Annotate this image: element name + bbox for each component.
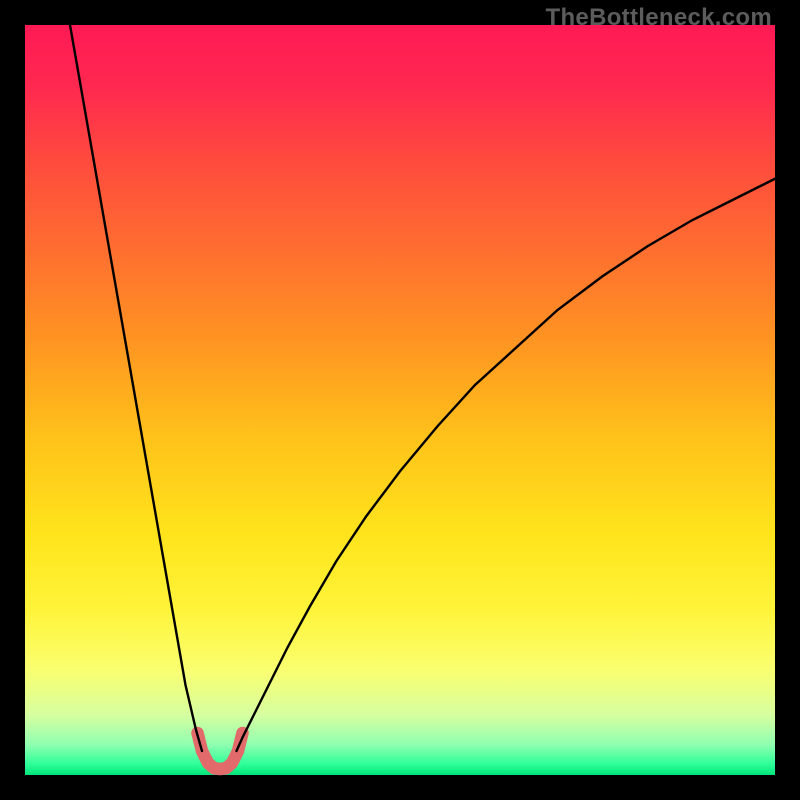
curve-layer xyxy=(25,25,775,775)
curve-right xyxy=(237,179,776,751)
curve-left xyxy=(70,25,202,751)
plot-area xyxy=(25,25,775,775)
watermark-text: TheBottleneck.com xyxy=(546,4,772,32)
chart-frame: TheBottleneck.com xyxy=(0,0,800,800)
